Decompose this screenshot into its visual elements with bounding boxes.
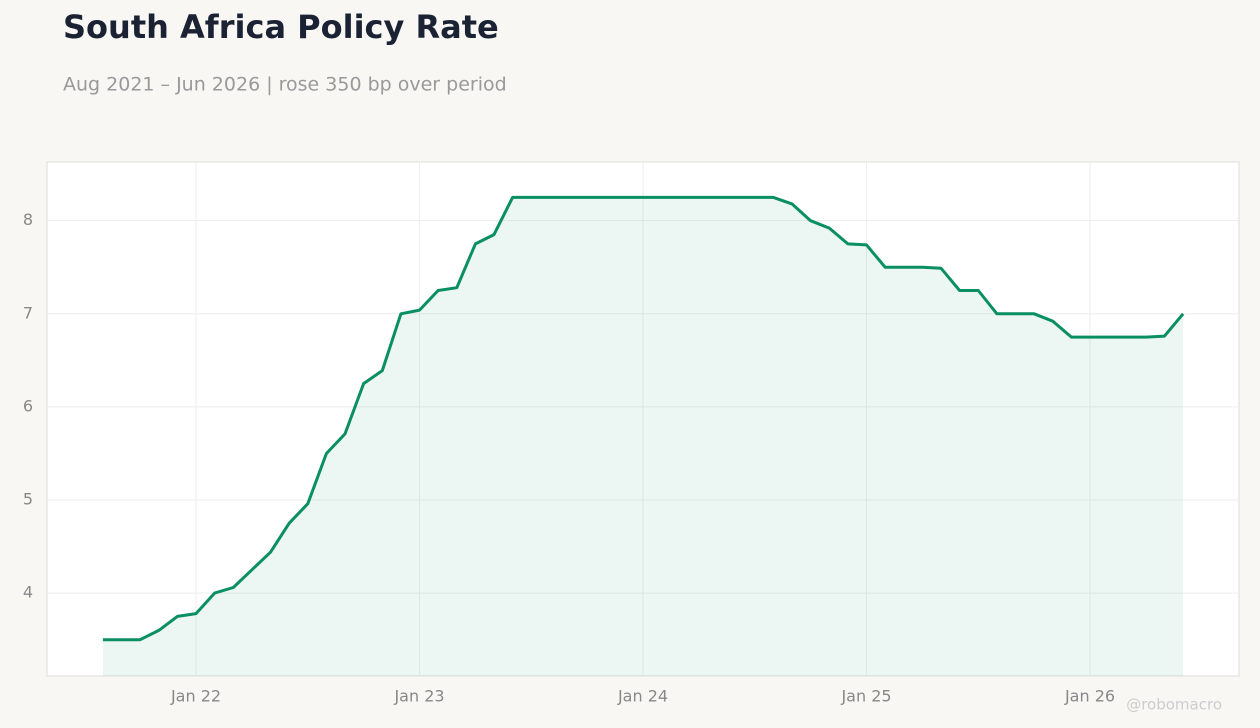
y-tick-label: 4 [23, 583, 33, 602]
chart-subtitle: Aug 2021 – Jun 2026 | rose 350 bp over p… [63, 74, 507, 96]
area [102, 197, 1184, 676]
x-tick-label: Jan 24 [617, 687, 668, 706]
x-tick-label: Jan 23 [393, 687, 444, 706]
x-tick-label: Jan 25 [840, 687, 891, 706]
x-tick-label: Jan 26 [1064, 687, 1115, 706]
y-tick-label: 5 [23, 490, 33, 509]
y-tick-label: 6 [23, 396, 33, 415]
watermark: @robomacro [1126, 696, 1222, 714]
line [102, 195, 1185, 642]
x-tick-label: Jan 22 [170, 687, 221, 706]
y-tick-label: 8 [23, 210, 33, 229]
y-tick-label: 7 [23, 303, 33, 322]
chart-title: South Africa Policy Rate [63, 8, 499, 46]
